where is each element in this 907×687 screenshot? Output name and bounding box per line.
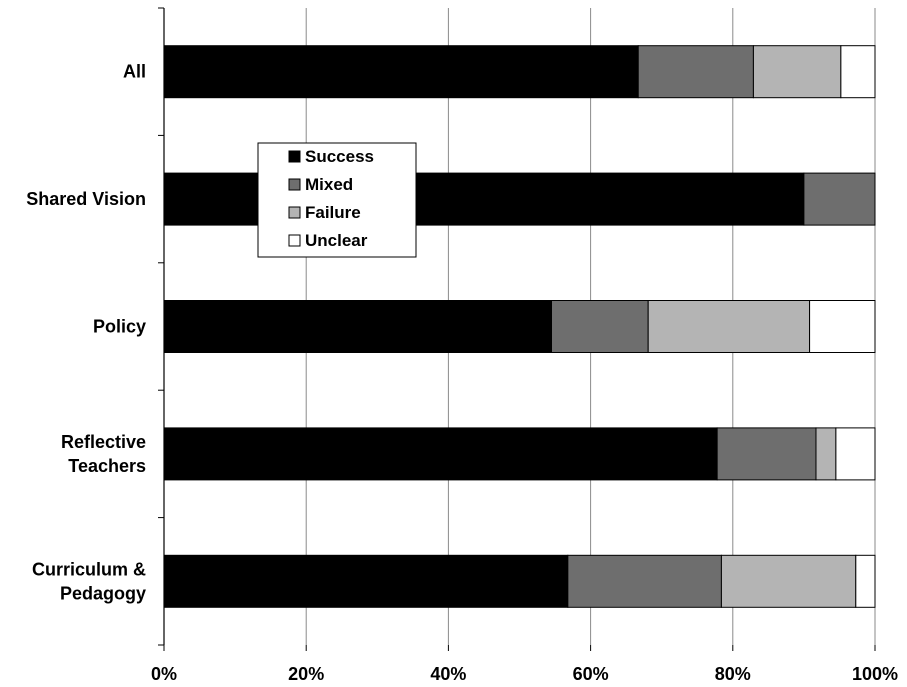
legend-box — [257, 142, 417, 258]
x-tick-label-100: 100% — [852, 664, 898, 684]
bar-all-failure — [752, 45, 842, 99]
x-tick-label-0: 0% — [151, 664, 177, 684]
x-tick-label-60: 60% — [573, 664, 609, 684]
bar-all-unclear — [840, 45, 876, 99]
category-label-curriculum-pedagogy-line-1: Curriculum & — [32, 559, 146, 579]
category-label-shared-vision: Shared Vision — [26, 189, 146, 209]
bar-shared-vision-mixed — [803, 172, 876, 226]
bar-all-mixed — [637, 45, 754, 99]
bar-reflective-teachers-mixed — [716, 427, 817, 481]
bar-curriculum-pedagogy-failure — [720, 554, 857, 608]
bar-curriculum-pedagogy-mixed — [567, 554, 722, 608]
bar-curriculum-pedagogy-success — [163, 554, 569, 608]
legend-swatch-mixed — [288, 178, 301, 191]
category-labels: All Shared Vision Policy Reflective Teachers… — [26, 62, 146, 604]
category-label-reflective-teachers-line-1: Reflective — [61, 432, 146, 452]
bar-all-success — [163, 45, 639, 99]
legend-swatch-failure — [288, 206, 301, 219]
category-label-all: All — [123, 62, 146, 82]
legend-label-mixed: Mixed — [305, 175, 353, 194]
bar-policy-unclear — [809, 300, 876, 353]
x-tick-labels: 0% 20% 40% 60% 80% 100% — [151, 664, 898, 684]
legend-label-success: Success — [305, 147, 374, 166]
x-tick-label-40: 40% — [430, 664, 466, 684]
bar-reflective-teachers-success — [163, 427, 718, 481]
category-label-reflective-teachers-line-2: Teachers — [68, 456, 146, 476]
x-tick-label-20: 20% — [288, 664, 324, 684]
category-label-policy: Policy — [93, 317, 146, 337]
legend-label-unclear: Unclear — [305, 231, 368, 250]
legend-label-failure: Failure — [305, 203, 361, 222]
bar-policy-mixed — [550, 300, 649, 353]
legend-swatch-success — [288, 150, 301, 163]
bar-reflective-teachers-unclear — [835, 427, 876, 481]
bars — [163, 45, 876, 608]
bar-reflective-teachers-failure — [815, 427, 837, 481]
bar-policy-failure — [647, 300, 811, 353]
legend: Success Mixed Failure Unclear — [257, 142, 417, 258]
legend-swatch-unclear — [288, 234, 301, 247]
bar-curriculum-pedagogy-unclear — [855, 554, 876, 608]
category-label-curriculum-pedagogy-line-2: Pedagogy — [60, 583, 146, 603]
x-tick-label-80: 80% — [715, 664, 751, 684]
bar-policy-success — [163, 300, 552, 353]
axes — [158, 7, 876, 651]
